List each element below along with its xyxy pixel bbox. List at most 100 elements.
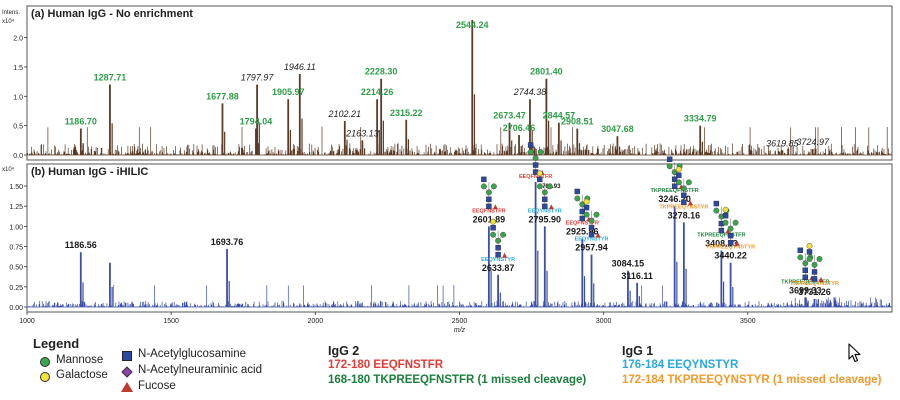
galactose-icon <box>583 198 590 205</box>
mannose-icon <box>583 211 590 218</box>
panel-b-spectrum: (b) Human IgG - iHILIC x10⁴ 0.00 0.25 0.50 0.… <box>2 142 893 334</box>
panel-a-title: (a) Human IgG - No enrichment <box>31 8 193 20</box>
glycan-structure-icon <box>583 198 601 238</box>
glcnac-icon <box>588 224 595 231</box>
mannose-icon <box>490 183 497 190</box>
panel-b-frame <box>26 163 893 313</box>
legend-item-mannose: Mannose <box>56 354 104 366</box>
glycan-structure-icon <box>675 166 693 206</box>
peak-label-3731-26: 3731.26 <box>798 287 831 297</box>
peak-label-1797-97: 1797.97 <box>241 73 275 83</box>
mannose-icon <box>816 256 823 262</box>
glcnac-icon <box>481 176 487 183</box>
glycan-structure-icon <box>527 142 545 176</box>
glycan-structure-icon <box>480 176 498 210</box>
peak-label-2908-51: 2908.51 <box>561 117 594 127</box>
peak-label-3724-97: 3724.97 <box>796 137 830 147</box>
mannose-icon <box>685 179 692 186</box>
glcnac-icon <box>797 247 804 254</box>
glycan-structure-icon <box>806 243 824 282</box>
x-tick-label: 1500 <box>163 318 179 325</box>
mannose-icon <box>797 254 804 261</box>
peak-label-2163-13: 2163.13 <box>345 128 379 138</box>
galactose-icon <box>722 206 729 213</box>
mannose-icon <box>537 149 544 155</box>
peak-label-1946-11: 1946.11 <box>284 62 316 72</box>
mannose-icon <box>536 183 543 190</box>
y-tick-label: 1.0 <box>13 94 23 101</box>
peak-label-2925-96: 2925.96 <box>566 226 599 236</box>
peak-label-2633-87: 2633.87 <box>482 263 515 273</box>
glcnac-icon <box>574 188 581 195</box>
igg1-title: IgG 1 <box>622 344 654 358</box>
peak-label-2706-46: 2706.46 <box>503 123 536 133</box>
peak-label-3699-33: 3699.33 <box>789 285 822 295</box>
glcnac-icon <box>666 156 673 162</box>
peak-label-2102-21: 2102.21 <box>328 109 362 119</box>
glcnac-icon <box>671 176 678 182</box>
y-tick-label: 0.50 <box>9 265 23 272</box>
peptide-label-2925-96: EEQFNSTFR <box>566 220 599 226</box>
glcnac-icon <box>537 176 543 183</box>
fucose-icon <box>687 200 693 206</box>
x-axis-label: m/z <box>454 327 466 334</box>
glcnac-icon <box>579 215 586 222</box>
legend-item-galactose: Galactose <box>56 369 108 381</box>
mannose-icon <box>713 207 720 214</box>
peak-label-3440-22: 3440.22 <box>714 251 747 261</box>
mannose-icon <box>480 183 487 190</box>
galactose-icon <box>536 170 543 177</box>
glycan-structure-icon <box>574 188 592 222</box>
legend-item-fucose: Fucose <box>138 380 176 392</box>
glcnac-icon <box>527 142 534 148</box>
glcnac-icon <box>811 269 818 275</box>
y-tick-label: 0.25 <box>9 285 23 292</box>
peak-label-3278-16: 3278.16 <box>668 210 701 220</box>
peak-label-1905-97: 1905.97 <box>272 87 305 97</box>
peak-label-2801-40: 2801.40 <box>530 67 563 77</box>
peak-label-2673-47: 2673.47 <box>493 111 526 121</box>
peak-label-1693-76: 1693.76 <box>211 237 244 247</box>
galactose-icon <box>490 218 496 225</box>
glcnac-icon <box>542 203 548 210</box>
mannose-icon <box>722 219 729 226</box>
glcnac-icon <box>486 196 492 203</box>
panel-a-frame <box>26 5 893 161</box>
peak-label-2601-89: 2601.89 <box>473 214 506 224</box>
mouse-pointer-icon <box>848 343 861 363</box>
fucose-icon <box>502 252 508 258</box>
peptide-label-3278-16: TKPREEQYNSTYR <box>659 204 708 210</box>
glcnac-icon <box>583 204 590 211</box>
peptide-label-3440-22: TKPREEQYNSTYR <box>706 245 755 251</box>
fucose-icon <box>818 276 824 282</box>
x-tick-label: 3500 <box>740 318 756 325</box>
y-tick-label: 0.00 <box>9 305 23 312</box>
y-tick-label: 1.00 <box>9 224 23 231</box>
x-tick-label: 2500 <box>452 318 468 325</box>
peak-label-3084-15: 3084.15 <box>612 259 645 269</box>
glycan-structure-icon <box>536 170 554 210</box>
y-tick-label: 1.25 <box>9 204 23 211</box>
igg2-title: IgG 2 <box>328 344 360 358</box>
mannose-icon <box>732 219 739 226</box>
peptide-label-3731-26: TKPREEQYNSTYR <box>790 281 839 287</box>
glcnac-icon <box>802 274 809 281</box>
galactose-icon <box>40 372 50 382</box>
y-axis-exponent: x10⁴ <box>2 166 15 173</box>
peak-label-3116-11: 3116.11 <box>621 271 653 281</box>
mannose-icon <box>40 357 50 367</box>
glcnac-icon <box>495 245 501 251</box>
peak-label-3334-79: 3334.79 <box>684 114 717 124</box>
spectrum-noise <box>26 126 892 156</box>
y-tick-label: 2.0 <box>13 36 23 43</box>
mannose-icon <box>546 183 553 190</box>
peak-label-2315-22: 2315.22 <box>390 108 423 118</box>
peptide-label-2763-93: EEQFNSTFR <box>519 174 552 180</box>
fucose-icon <box>492 204 498 210</box>
y-tick-label: 0.0 <box>13 153 23 160</box>
glcnac-icon <box>802 267 809 274</box>
x-tick-label: 1000 <box>19 318 35 325</box>
legend-item-n-acetylglucosamine: N-Acetylglucosamine <box>138 348 247 360</box>
mannose-icon <box>675 179 682 186</box>
